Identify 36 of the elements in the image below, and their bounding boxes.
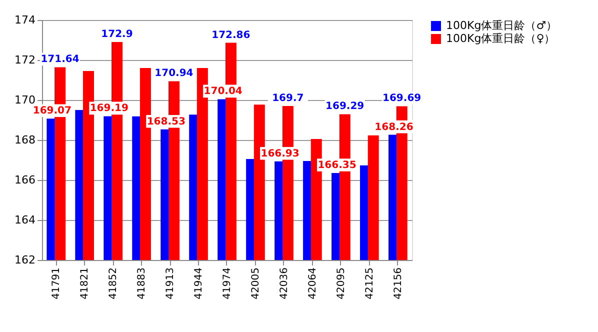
- x-tick-label: 42005: [250, 268, 262, 300]
- data-label: 166.93: [260, 148, 300, 160]
- x-tick-label: 41821: [80, 268, 91, 300]
- x-tick-label: 41913: [165, 268, 176, 300]
- data-label: 171.64: [40, 54, 80, 66]
- x-tick-label: 41791: [51, 268, 62, 300]
- data-label: 168.26: [374, 122, 414, 133]
- data-label: 169.29: [326, 101, 364, 112]
- x-tick-label: 41852: [108, 268, 120, 300]
- x-tick-label: 42036: [278, 268, 290, 300]
- legend-label: 100Kg体重日龄（♂）: [446, 19, 558, 32]
- x-tick-label: 42064: [307, 268, 318, 300]
- y-tick-label: 168: [14, 134, 36, 146]
- x-tick-label: 42156: [392, 268, 404, 300]
- y-tick-label: 174: [14, 14, 36, 26]
- data-label: 172.86: [212, 30, 250, 41]
- data-label: 168.53: [146, 116, 186, 128]
- data-label: 169.07: [32, 106, 72, 117]
- y-tick-label: 172: [14, 54, 36, 66]
- y-tick-label: 162: [14, 254, 36, 266]
- x-tick-label: 41944: [194, 268, 205, 300]
- x-tick-label: 41883: [136, 268, 148, 300]
- data-label: 169.69: [382, 93, 422, 104]
- y-tick-label: 166: [14, 174, 36, 186]
- data-label: 172.9: [101, 29, 133, 40]
- x-tick-label: 42095: [336, 268, 347, 300]
- data-label: 170.04: [204, 86, 242, 98]
- data-label: 170.94: [154, 68, 194, 80]
- data-label: 169.7: [272, 93, 304, 104]
- data-label: 166.35: [318, 160, 356, 171]
- y-tick-label: 170: [14, 94, 36, 106]
- x-tick-label: 42125: [364, 268, 376, 300]
- data-label: 169.19: [90, 103, 128, 114]
- y-tick-label: 164: [14, 214, 36, 226]
- x-tick-label: 41974: [222, 268, 233, 300]
- legend-label: 100Kg体重日龄（♀）: [446, 32, 556, 45]
